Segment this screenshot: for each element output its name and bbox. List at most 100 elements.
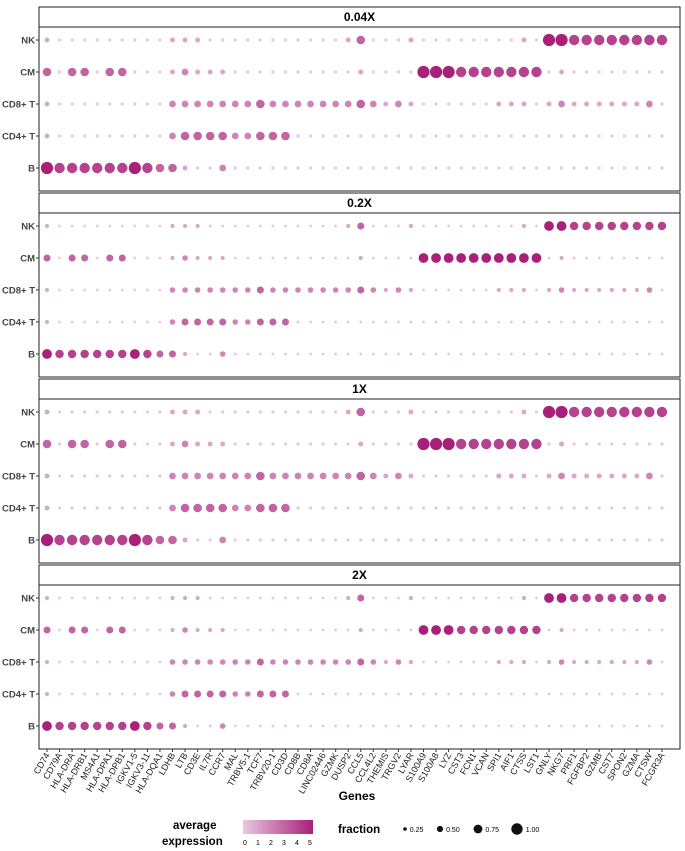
dot-CD8+ T-GZMK bbox=[332, 287, 339, 293]
dot-B-MS4A1 bbox=[93, 721, 102, 731]
dot-NK-LTB bbox=[182, 409, 188, 415]
dot-NK-FCN1 bbox=[472, 224, 476, 228]
dot-CD4+ T-IGKV3-11 bbox=[146, 692, 149, 696]
dot-CM-CCL5 bbox=[358, 255, 363, 261]
dot-CD4+ T-CST3 bbox=[459, 506, 463, 510]
dot-CD4+ T-THEMIS bbox=[384, 506, 388, 510]
dot-CM-HLA-DRA bbox=[68, 626, 76, 634]
dot-NK-LTB bbox=[182, 223, 188, 229]
dot-NK-TRBV20-1 bbox=[271, 38, 275, 42]
dot-CD4+ T-FCN1 bbox=[472, 320, 476, 324]
dot-CD4+ T-CD3D bbox=[281, 690, 289, 698]
dot-CD8+ T-DUSP2 bbox=[345, 287, 352, 293]
dot-CD8+ T-GNLY bbox=[546, 659, 552, 665]
dot-CD4+ T-S100A8 bbox=[434, 134, 438, 138]
dot-B-LTB bbox=[182, 537, 188, 543]
row-label-NK: NK bbox=[21, 222, 35, 233]
dot-CD4+ T-GNLY bbox=[547, 506, 551, 510]
dot-CM-GZMK bbox=[334, 628, 338, 632]
dot-CD8+ T-LST1 bbox=[534, 474, 539, 478]
dot-CM-LDHB bbox=[170, 255, 175, 261]
color-legend-tick: 1 bbox=[256, 840, 260, 847]
dot-CD8+ T-TCF7 bbox=[256, 658, 264, 666]
dot-B-VCAN bbox=[484, 352, 488, 356]
dot-CD4+ T-CTSW bbox=[647, 506, 652, 510]
dot-NK-LDHB bbox=[170, 223, 175, 229]
dot-B-GZMK bbox=[334, 538, 338, 542]
dot-CD8+ T-S100A8 bbox=[434, 474, 438, 478]
dot-NK-PRF1 bbox=[569, 593, 579, 603]
dot-NK-FCN1 bbox=[472, 38, 476, 42]
dot-CD8+ T-CTSS bbox=[521, 287, 527, 293]
dot-NK-S100A9 bbox=[422, 224, 425, 228]
dot-CD4+ T-FGFBP2 bbox=[585, 134, 589, 138]
dot-CM-IGKV1-5 bbox=[133, 256, 137, 260]
dot-CM-DUSP2 bbox=[346, 256, 350, 260]
dot-CD4+ T-GNLY bbox=[547, 692, 551, 696]
row-label-CD8+ T: CD8+ T bbox=[2, 658, 35, 669]
dot-B-IGKV3-11 bbox=[143, 349, 152, 359]
dot-CD8+ T-LTB bbox=[182, 287, 188, 293]
dot-B-LINC02446 bbox=[321, 724, 325, 728]
dot-CD8+ T-IL7R bbox=[207, 659, 213, 665]
dot-CD4+ T-LST1 bbox=[535, 692, 538, 696]
dot-B-FCN1 bbox=[472, 352, 476, 356]
dot-NK-HLA-DRB1 bbox=[83, 38, 87, 42]
dot-CD4+ T-HLA-DRB1 bbox=[83, 692, 87, 696]
dot-CM-HLA-DPA1 bbox=[105, 67, 115, 77]
dot-CD4+ T-FCN1 bbox=[472, 134, 476, 138]
dot-CD8+ T-LST1 bbox=[534, 102, 539, 106]
dot-CM-FCGR3A bbox=[660, 256, 664, 260]
size-legend-dot bbox=[436, 825, 444, 833]
dot-CD8+ T-CST3 bbox=[459, 660, 463, 664]
dot-CD4+ T-HLA-DPB1 bbox=[120, 506, 124, 510]
dot-CD8+ T-GNLY bbox=[546, 101, 552, 107]
dot-CM-GZMA bbox=[635, 70, 639, 74]
dot-CD4+ T-CCL4L2 bbox=[371, 134, 375, 138]
dot-CD8+ T-IL7R bbox=[206, 100, 214, 108]
dot-CM-GZMK bbox=[334, 442, 338, 446]
dot-B-CCL4L2 bbox=[371, 538, 375, 542]
dot-CM-SPON2 bbox=[622, 442, 626, 446]
dot-CD4+ T-CD8A bbox=[309, 320, 312, 324]
facet-title-1X: 1X bbox=[352, 382, 367, 396]
dot-B-CD8A bbox=[309, 352, 312, 356]
dot-CM-TRGV2 bbox=[397, 628, 400, 632]
dot-CD8+ T-HLA-DQA1 bbox=[158, 474, 162, 478]
dot-B-LINC02446 bbox=[321, 538, 325, 542]
dot-CD4+ T-HLA-DRA bbox=[70, 506, 74, 510]
dot-B-CD3E bbox=[196, 352, 200, 356]
dot-CD4+ T-MS4A1 bbox=[95, 506, 99, 510]
dot-CD4+ T-CCL4L2 bbox=[371, 320, 375, 324]
dot-NK-S100A9 bbox=[421, 410, 426, 414]
dot-CD4+ T-HLA-DRB1 bbox=[83, 134, 87, 138]
dot-B-IGKV1-5 bbox=[128, 533, 141, 547]
dot-B-CD74 bbox=[40, 161, 54, 175]
dot-B-IGKV1-5 bbox=[129, 349, 140, 359]
dot-CM-LST1 bbox=[531, 66, 542, 78]
dot-CD8+ T-THEMIS bbox=[383, 287, 388, 293]
dot-CM-CD74 bbox=[43, 254, 51, 262]
dot-CD8+ T-LDHB bbox=[169, 659, 176, 665]
row-label-CM: CM bbox=[20, 254, 35, 265]
dot-B-CD8B bbox=[296, 724, 300, 728]
dot-NK-GZMK bbox=[334, 410, 338, 414]
dot-CM-GNLY bbox=[547, 70, 551, 74]
dot-B-TRBV20-1 bbox=[271, 352, 275, 356]
dot-CM-FCGR3A bbox=[660, 628, 664, 632]
size-legend-title: fraction bbox=[338, 824, 380, 836]
dot-CM-HLA-DPA1 bbox=[106, 254, 114, 262]
dot-CD4+ T-MS4A1 bbox=[95, 692, 99, 696]
dot-CD8+ T-GZMB bbox=[596, 473, 602, 479]
dot-NK-CCR7 bbox=[221, 596, 225, 600]
dot-CD8+ T-CST7 bbox=[609, 287, 614, 293]
dot-CD8+ T-IGKV1-5 bbox=[133, 102, 137, 106]
dot-CD4+ T-SPON2 bbox=[622, 692, 626, 696]
dot-CM-CCL5 bbox=[358, 627, 363, 633]
dot-NK-DUSP2 bbox=[345, 37, 351, 43]
dot-CD8+ T-CD8A bbox=[307, 659, 314, 665]
dot-CD4+ T-GZMB bbox=[597, 506, 601, 510]
dot-CD8+ T-HLA-DRB1 bbox=[83, 288, 87, 292]
dot-CM-NKG7 bbox=[559, 627, 564, 633]
dot-CM-CTSS bbox=[518, 66, 530, 78]
